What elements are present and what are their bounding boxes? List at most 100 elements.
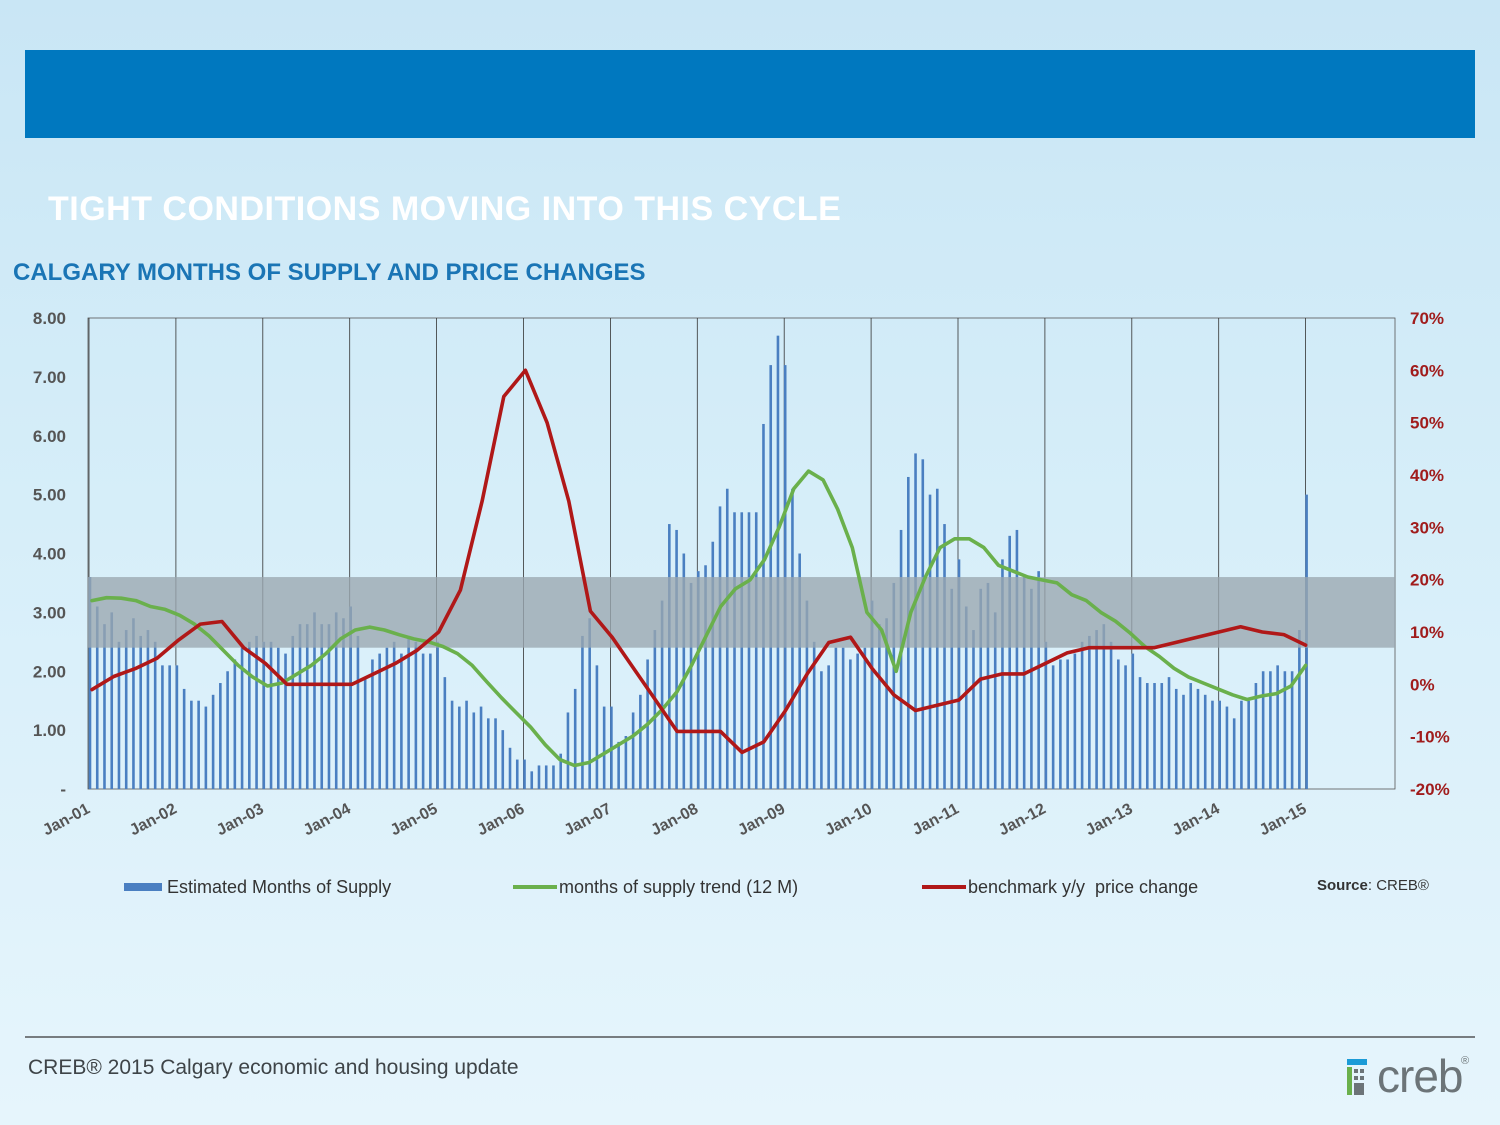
bar bbox=[132, 618, 135, 789]
bar bbox=[1015, 529, 1019, 789]
bar bbox=[552, 765, 555, 789]
bar bbox=[885, 618, 888, 789]
bar bbox=[1232, 718, 1236, 789]
bar bbox=[103, 624, 106, 789]
bar bbox=[1044, 641, 1048, 789]
bar bbox=[1030, 588, 1033, 789]
right-axis-tick: 20% bbox=[1410, 571, 1444, 590]
bar bbox=[566, 712, 570, 789]
bar bbox=[1196, 688, 1200, 789]
bar bbox=[812, 641, 816, 789]
left-axis-tick: 5.00 bbox=[33, 486, 66, 505]
bar bbox=[878, 624, 881, 789]
bar bbox=[617, 741, 620, 789]
bar bbox=[1022, 577, 1026, 789]
bar bbox=[899, 529, 903, 789]
right-axis-tick: -20% bbox=[1410, 780, 1450, 799]
bar bbox=[798, 553, 801, 789]
bar bbox=[400, 653, 403, 789]
x-axis-tick: Jan-11 bbox=[910, 800, 962, 838]
bar bbox=[1160, 683, 1164, 789]
bar bbox=[1080, 641, 1084, 789]
bar bbox=[407, 635, 410, 789]
bar bbox=[754, 512, 758, 789]
bar bbox=[95, 606, 99, 789]
bar bbox=[458, 706, 461, 789]
x-axis-tick: Jan-04 bbox=[301, 800, 354, 839]
bar bbox=[219, 683, 222, 789]
x-axis-tick: Jan-02 bbox=[127, 800, 180, 839]
left-axis-tick: 4.00 bbox=[33, 545, 66, 564]
bar bbox=[856, 653, 859, 789]
bar bbox=[1225, 706, 1229, 789]
x-axis-tick: Jan-15 bbox=[1257, 800, 1310, 839]
bar bbox=[689, 582, 693, 789]
bar bbox=[849, 659, 852, 789]
bar bbox=[262, 641, 266, 789]
bar bbox=[1073, 653, 1077, 789]
bar bbox=[342, 618, 345, 789]
bar bbox=[1283, 671, 1287, 789]
bar bbox=[240, 647, 244, 789]
bar bbox=[233, 659, 237, 789]
bar bbox=[1131, 653, 1135, 789]
bar bbox=[486, 718, 490, 789]
bar bbox=[559, 753, 563, 789]
bar bbox=[1059, 659, 1062, 789]
bar bbox=[182, 688, 186, 789]
bar bbox=[146, 630, 150, 789]
bar bbox=[117, 641, 121, 789]
shaded-band bbox=[88, 577, 1395, 648]
bar bbox=[581, 635, 584, 789]
bar bbox=[1095, 630, 1098, 789]
building-icon bbox=[1347, 1059, 1367, 1095]
bar bbox=[1109, 641, 1113, 789]
x-axis-tick: Jan-01 bbox=[40, 800, 93, 839]
right-axis-tick: 70% bbox=[1410, 309, 1444, 328]
bar bbox=[501, 730, 505, 789]
bar bbox=[175, 665, 179, 789]
source-value: : CREB® bbox=[1368, 877, 1429, 894]
bar bbox=[820, 671, 823, 789]
bar bbox=[1298, 630, 1301, 789]
source-label: Source bbox=[1317, 877, 1368, 894]
bar bbox=[631, 712, 635, 789]
bar bbox=[276, 647, 280, 789]
x-axis-tick: Jan-08 bbox=[648, 800, 701, 839]
bar bbox=[1008, 535, 1011, 789]
right-axis-tick: 0% bbox=[1410, 675, 1435, 694]
x-axis-tick: Jan-14 bbox=[1170, 800, 1223, 839]
bar bbox=[305, 624, 309, 789]
trend-line bbox=[90, 469, 1308, 768]
x-axis-tick: Jan-12 bbox=[996, 800, 1049, 839]
bar bbox=[588, 618, 591, 789]
bar bbox=[392, 641, 396, 789]
bar bbox=[450, 700, 454, 789]
price-change-line bbox=[90, 368, 1308, 755]
bar bbox=[349, 606, 352, 789]
bar bbox=[1254, 683, 1258, 789]
bar bbox=[544, 765, 548, 789]
bar bbox=[153, 641, 157, 789]
bar bbox=[1276, 665, 1279, 789]
bar bbox=[385, 647, 389, 789]
bar bbox=[595, 665, 599, 789]
lines-group bbox=[90, 368, 1308, 768]
bar bbox=[530, 771, 534, 789]
bar bbox=[479, 706, 483, 789]
bar bbox=[88, 577, 92, 789]
bar bbox=[704, 565, 707, 789]
bar bbox=[1189, 683, 1193, 789]
supply-price-chart: - 1.00 2.00 3.00 4.00 5.00 6.00 7.00 8.00 -20% -10… bbox=[33, 309, 1450, 897]
bar bbox=[892, 582, 896, 789]
right-axis-tick: 50% bbox=[1410, 414, 1444, 433]
x-axis-tick: Jan-06 bbox=[475, 800, 528, 839]
bar bbox=[1117, 659, 1120, 789]
bar bbox=[660, 600, 664, 789]
bar bbox=[1269, 671, 1272, 789]
bar bbox=[508, 747, 512, 789]
legend-label-bars: Estimated Months of Supply bbox=[167, 877, 391, 897]
bar bbox=[161, 665, 164, 789]
bar bbox=[327, 624, 331, 789]
bar bbox=[472, 712, 476, 789]
